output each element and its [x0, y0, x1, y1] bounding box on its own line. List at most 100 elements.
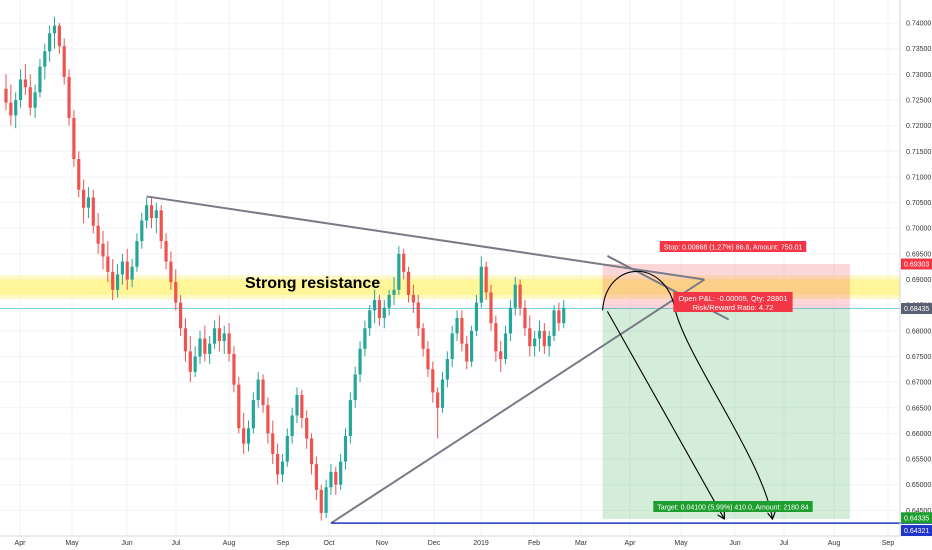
- open-pnl-box: [673, 292, 793, 312]
- candle-body: [537, 330, 542, 339]
- y-tick-label: 0.69500: [906, 251, 931, 258]
- candle-body: [43, 51, 47, 67]
- candle-body: [52, 25, 57, 34]
- y-tick-label: 0.65500: [906, 457, 931, 464]
- price-tag-label: 0.68435: [904, 306, 929, 313]
- candle-body: [271, 433, 275, 454]
- x-tick-label: Jul: [780, 540, 789, 547]
- candle-body: [174, 282, 178, 303]
- y-tick-label: 0.74000: [906, 21, 931, 28]
- candlesticks: [4, 16, 566, 521]
- candle-body: [145, 205, 149, 221]
- risk-reward-label: Risk/Reward Ratio: 4.72: [693, 303, 774, 312]
- x-tick-label: Feb: [528, 540, 540, 547]
- grid: [0, 0, 900, 536]
- candle-body: [67, 76, 71, 118]
- candle-body: [455, 318, 459, 334]
- x-tick-label: Jun: [729, 540, 740, 547]
- candle-body: [96, 225, 100, 244]
- candle-body: [450, 333, 454, 360]
- candle-body: [33, 92, 37, 108]
- candle-body: [217, 328, 221, 342]
- candle-body: [373, 300, 377, 311]
- stop-label: Stop: 0.00868 (1.27%) 86.8, Amount: 750.…: [664, 245, 803, 252]
- x-tick-label: May: [65, 540, 79, 547]
- candle-body: [319, 489, 323, 513]
- candle-body: [164, 241, 168, 262]
- candle-body: [363, 328, 367, 349]
- candle-body: [324, 487, 328, 513]
- candle-body: [533, 338, 537, 347]
- candle-body: [436, 392, 440, 408]
- candle-body: [62, 46, 66, 77]
- candle-body: [426, 348, 430, 370]
- candle-body: [198, 338, 202, 357]
- candle-body: [280, 461, 285, 475]
- candle-body: [266, 405, 270, 434]
- candle-body: [14, 100, 18, 116]
- candle-body: [479, 266, 483, 303]
- y-tick-label: 0.69000: [906, 277, 931, 284]
- candle-body: [484, 266, 488, 293]
- candle-body: [305, 418, 309, 439]
- candle-body: [377, 300, 382, 319]
- trendline-descending-top[interactable]: [146, 195, 705, 281]
- candle-body: [431, 369, 435, 393]
- candle-body: [208, 343, 212, 354]
- candle-body: [212, 328, 217, 344]
- x-tick-label: Jun: [121, 540, 132, 547]
- y-tick-label: 0.70500: [906, 200, 931, 207]
- candle-body: [237, 384, 241, 429]
- annotation-strong-resistance: Strong resistance: [245, 275, 380, 292]
- candle-body: [348, 400, 352, 436]
- candle-body: [542, 330, 546, 347]
- x-tick-label: Sep: [882, 540, 895, 547]
- y-tick-label: 0.64500: [906, 508, 931, 515]
- y-tick-label: 0.71500: [906, 149, 931, 156]
- price-tag-box: [901, 258, 932, 270]
- stop-label-box: [659, 241, 807, 252]
- price-tag-label: 0.64321: [904, 528, 929, 535]
- candle-body: [518, 284, 522, 308]
- x-tick-label: Sep: [277, 540, 290, 547]
- candle-body: [111, 271, 115, 290]
- candle-body: [557, 310, 561, 324]
- candle-body: [106, 256, 110, 272]
- y-tick-label: 0.67500: [906, 354, 931, 361]
- target-label: Target: 0.04100 (5.99%) 410.0, Amount: 2…: [657, 505, 808, 512]
- candle-body: [276, 453, 280, 475]
- y-tick-label: 0.66000: [906, 431, 931, 438]
- candle-body: [358, 348, 362, 375]
- x-tick-label: Aug: [828, 540, 841, 547]
- price-tag-box: [901, 525, 932, 537]
- candle-body: [499, 351, 503, 360]
- projection-arrow[interactable]: [606, 311, 723, 518]
- candle-body: [387, 294, 391, 308]
- candle-body: [48, 33, 52, 52]
- y-tick-label: 0.70000: [906, 226, 931, 233]
- candle-body: [368, 310, 372, 329]
- candle-body: [382, 307, 386, 319]
- candle-body: [523, 307, 527, 329]
- candle-body: [314, 464, 318, 490]
- candle-body: [562, 307, 566, 324]
- candle-body: [188, 351, 192, 372]
- candle-body: [77, 159, 81, 190]
- candle-body: [309, 438, 314, 465]
- trendline-ascending-bottom[interactable]: [330, 278, 705, 525]
- candle-body: [343, 435, 348, 462]
- candle-body: [445, 359, 449, 380]
- candle-body: [227, 333, 231, 354]
- y-tick-label: 0.71000: [906, 174, 931, 181]
- x-tick-label: Apr: [15, 540, 27, 547]
- candle-body: [295, 394, 299, 416]
- candle-body: [552, 310, 556, 336]
- price-tag-label: 0.69303: [904, 261, 929, 268]
- candle-body: [285, 435, 289, 462]
- candle-body: [489, 292, 493, 324]
- candle-body: [9, 102, 13, 116]
- candle-body: [57, 25, 61, 47]
- candle-body: [101, 243, 105, 257]
